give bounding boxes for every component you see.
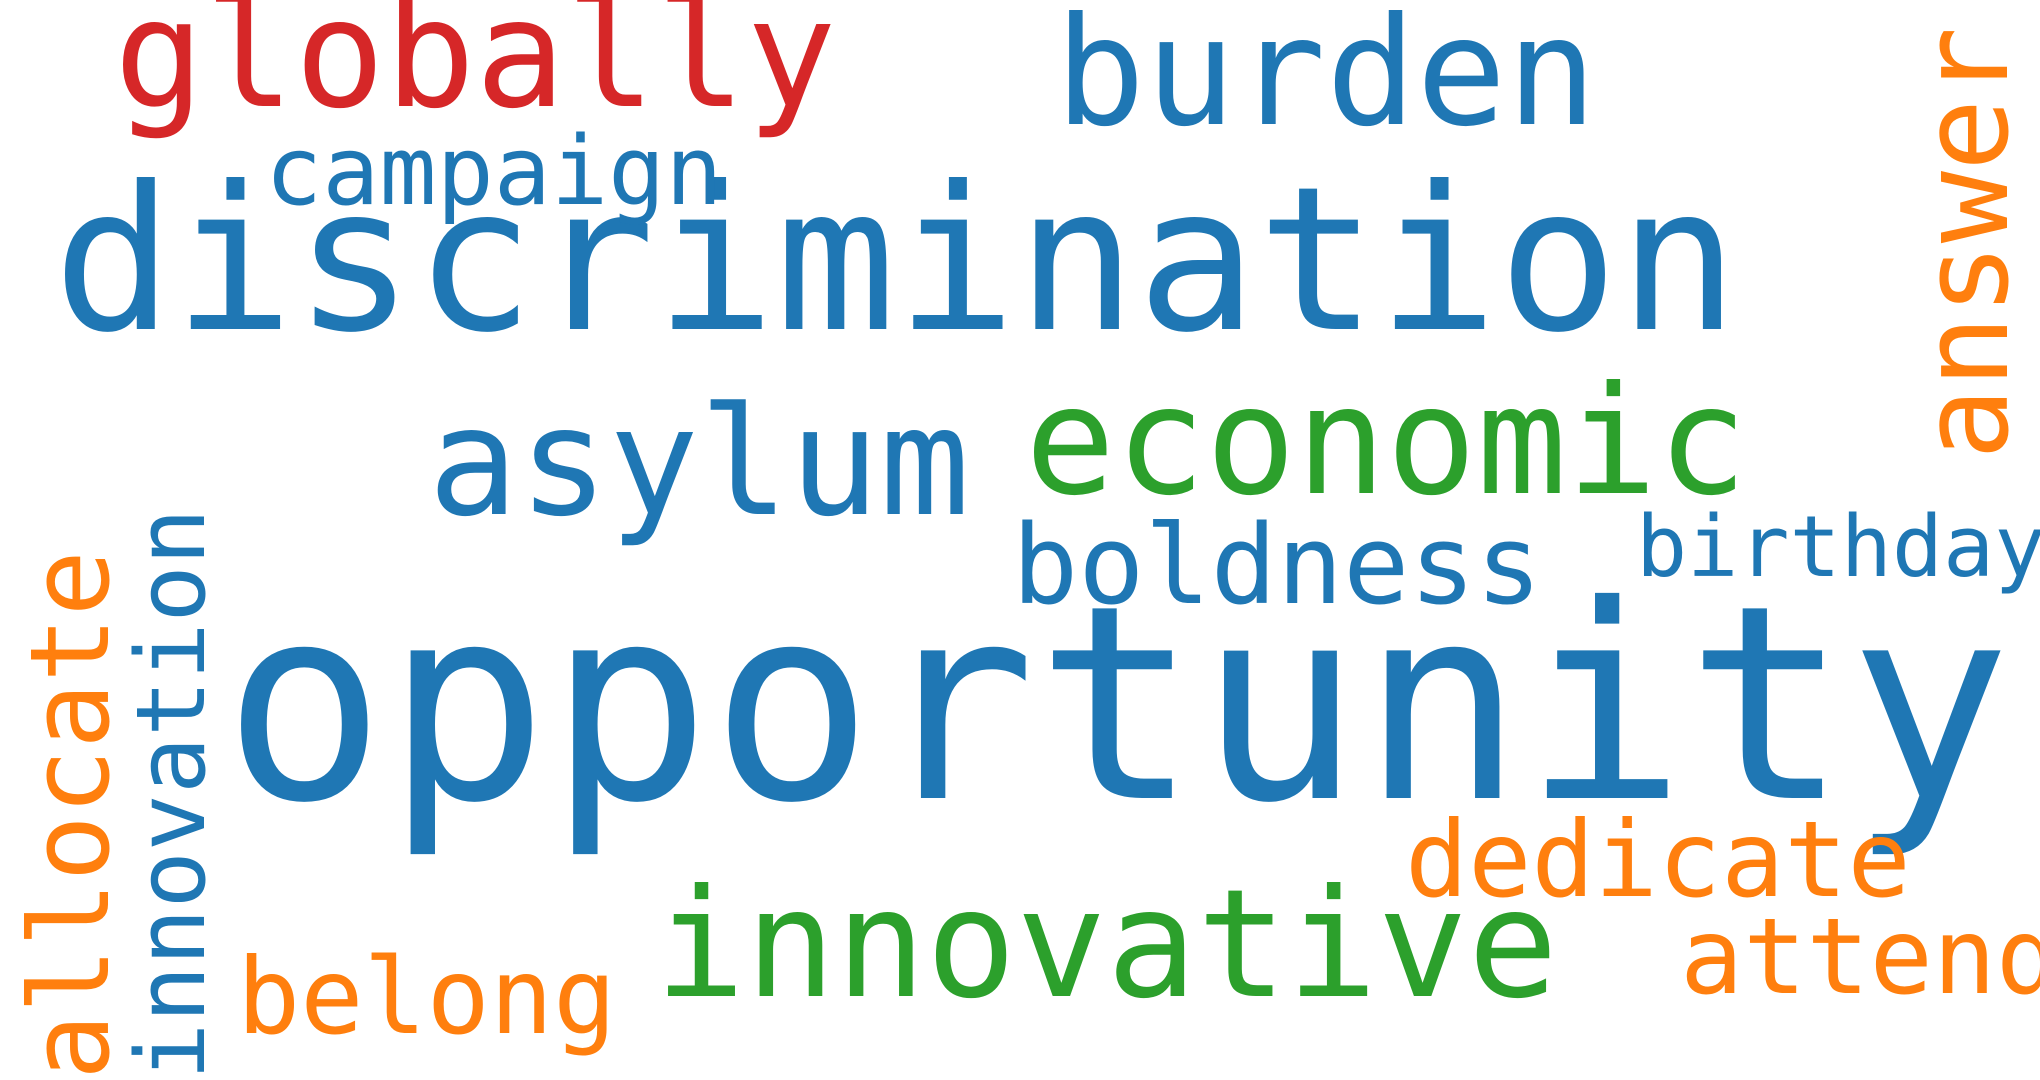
word-attend: attend — [1680, 896, 2040, 1018]
word-opportunity: opportunity — [223, 547, 2012, 862]
word-campaign: campaign — [265, 117, 723, 227]
word-answer: answer — [1897, 26, 2036, 460]
word-economic: economic — [1025, 355, 1748, 529]
word-allocate: allocate — [6, 550, 134, 1080]
word-discrimination: discrimination — [53, 144, 1739, 377]
word-dedicate: dedicate — [1405, 799, 1911, 921]
word-innovative: innovative — [655, 858, 1559, 1032]
word-boldness: boldness — [1012, 501, 1542, 629]
word-innovation: innovation — [117, 508, 227, 1080]
word-belong: belong — [237, 936, 617, 1058]
word-globally: globally — [114, 0, 837, 142]
word-burden: burden — [1055, 0, 1597, 160]
word-birthday: birthday — [1636, 498, 2040, 597]
word-asylum: asylum — [428, 376, 970, 550]
